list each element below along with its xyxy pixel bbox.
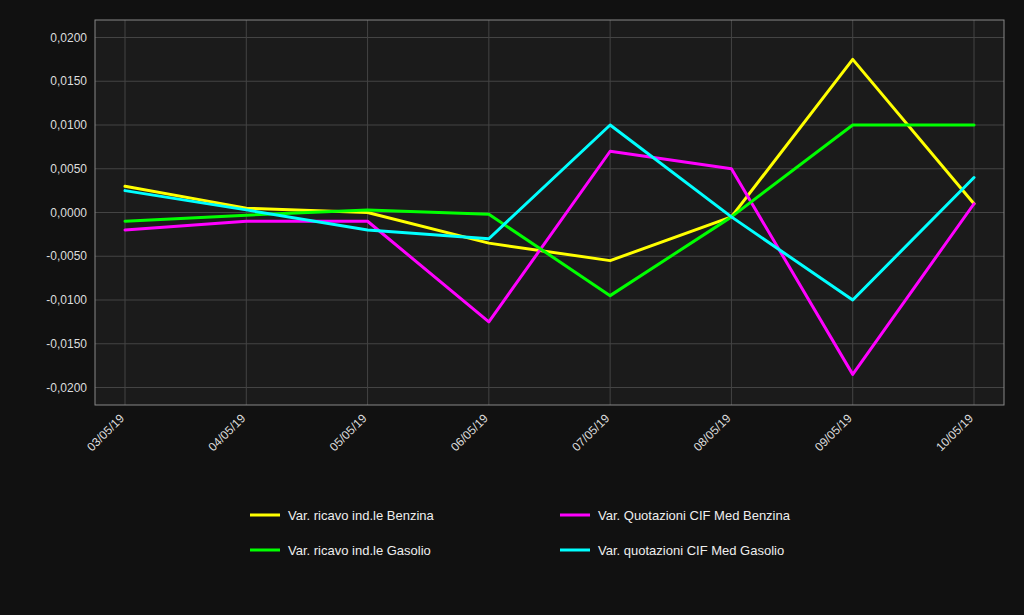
plot-frame	[95, 20, 1004, 405]
legend-swatch	[250, 549, 280, 552]
x-tick-label: 10/05/19	[933, 411, 976, 454]
legend-swatch	[560, 514, 590, 517]
x-grid-line	[488, 20, 489, 405]
series-line	[125, 125, 974, 300]
y-tick-label: -0,0200	[46, 381, 87, 395]
y-tick-label: 0,0150	[50, 74, 87, 88]
x-tick-label: 07/05/19	[569, 411, 612, 454]
grid	[95, 20, 1004, 405]
series-line	[125, 59, 974, 260]
legend-swatch	[250, 514, 280, 517]
x-grid-line	[731, 20, 732, 405]
x-grid-line	[246, 20, 247, 405]
x-tick-label: 09/05/19	[812, 411, 855, 454]
legend-label: Var. quotazioni CIF Med Gasolio	[598, 543, 784, 558]
x-tick-label: 05/05/19	[327, 411, 370, 454]
axes: -0,0200 -0,0150 -0,0100 -0,0050 0,0000 0,0050…	[46, 20, 1004, 454]
legend-label: Var. ricavo ind.le Benzina	[288, 508, 434, 523]
y-grid-line	[95, 37, 1004, 38]
series-line	[125, 151, 974, 374]
x-grid-line	[974, 20, 975, 405]
x-tick-label: 08/05/19	[691, 411, 734, 454]
y-tick-label: 0,0200	[50, 31, 87, 45]
y-tick-label: 0,0050	[50, 162, 87, 176]
y-grid-line	[95, 212, 1004, 213]
legend: Var. ricavo ind.le Benzina Var. Quotazion…	[250, 508, 791, 558]
x-grid-line	[852, 20, 853, 405]
x-grid-line	[610, 20, 611, 405]
x-tick-label: 04/05/19	[205, 411, 248, 454]
x-grid-line	[125, 20, 126, 405]
y-grid-line	[95, 300, 1004, 301]
y-grid-line	[95, 387, 1004, 388]
plot-area	[95, 20, 1004, 405]
x-tick-label: 03/05/19	[84, 411, 127, 454]
y-grid-line	[95, 168, 1004, 169]
legend-label: Var. ricavo ind.le Gasolio	[288, 543, 431, 558]
y-tick-label: -0,0150	[46, 337, 87, 351]
y-grid-line	[95, 81, 1004, 82]
y-tick-label: -0,0050	[46, 249, 87, 263]
series-lines	[125, 59, 974, 374]
x-tick-label: 06/05/19	[448, 411, 491, 454]
background	[0, 0, 1024, 615]
legend-swatch	[560, 549, 590, 552]
chart: -0,0200 -0,0150 -0,0100 -0,0050 0,0000 0,0050…	[0, 0, 1024, 615]
y-grid-line	[95, 343, 1004, 344]
y-tick-label: 0,0000	[50, 206, 87, 220]
y-tick-label: 0,0100	[50, 118, 87, 132]
chart-container: -0,0200 -0,0150 -0,0100 -0,0050 0,0000 0,0050…	[0, 0, 1024, 615]
legend-label: Var. Quotazioni CIF Med Benzina	[598, 508, 791, 523]
y-tick-label: -0,0100	[46, 293, 87, 307]
